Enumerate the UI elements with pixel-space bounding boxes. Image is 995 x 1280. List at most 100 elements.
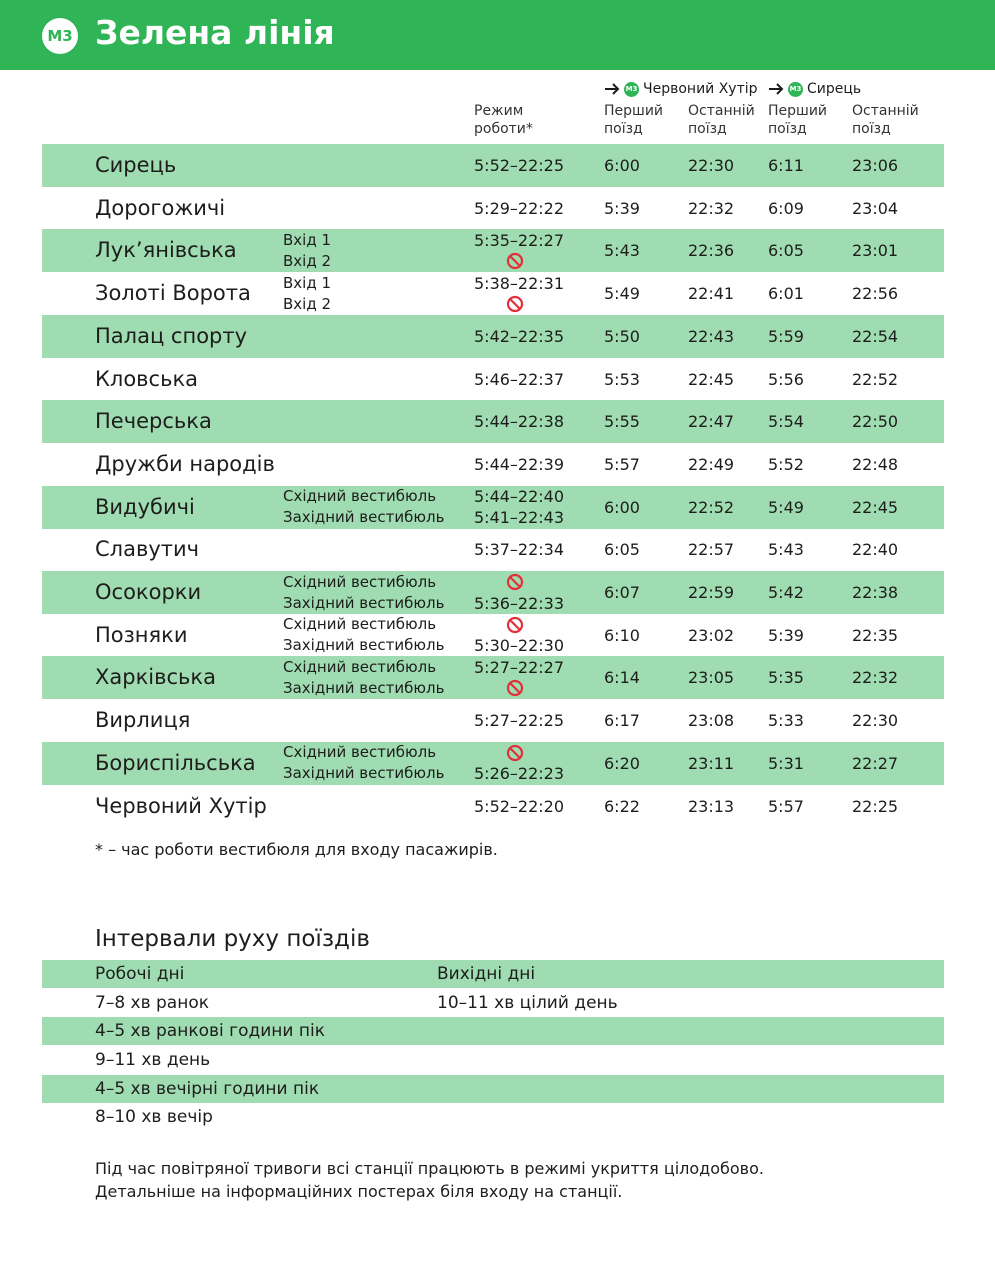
direction-name: Сирець (807, 81, 862, 97)
train-time: 5:56 (768, 369, 804, 389)
intervals-heading: Вихідні дні (437, 964, 536, 984)
station-row: Лук’янівська Вхід 1 Вхід 2 5:35–22:27 5:43 22… (42, 229, 944, 273)
last-train-label: Останній поїзд (852, 103, 919, 137)
interval-text: 7–8 хв ранок (95, 992, 210, 1013)
footnote: * – час роботи вестибюля для входу пасаж… (95, 840, 498, 859)
closed-icon (506, 573, 524, 591)
hours-cell: 5:38–22:31 (474, 272, 564, 315)
entrance-label: Вхід 1 (283, 273, 332, 292)
hours-closed (474, 294, 564, 315)
train-time: 6:05 (604, 540, 640, 560)
train-time: 23:13 (688, 796, 735, 816)
hours-closed (474, 742, 564, 763)
train-time: 23:01 (852, 241, 899, 261)
hours: 5:36–22:33 (474, 593, 565, 613)
train-time: 23:02 (688, 625, 735, 645)
train-time: 6:05 (768, 241, 804, 261)
hours-cell: 5:44–22:38 (474, 400, 564, 443)
train-time: 23:11 (688, 753, 735, 773)
entrance-cell: Вхід 1 Вхід 2 (283, 272, 331, 315)
hours-cell: 5:29–22:22 (474, 187, 564, 230)
entrance-label: Східний вестибюль (283, 615, 437, 634)
arrow (769, 83, 784, 95)
station-name: Харківська (95, 665, 216, 690)
train-time: 22:52 (688, 497, 735, 517)
station-row: Золоті Ворота Вхід 1 Вхід 2 5:38–22:31 5:49 2… (42, 272, 944, 315)
train-time: 22:32 (852, 668, 899, 688)
hours-cell: 5:44–22:40 5:41–22:43 (474, 486, 564, 529)
first-train-label: Перший поїзд (768, 103, 828, 137)
train-time: 22:30 (852, 711, 899, 731)
station-row: Кловська 5:46–22:37 5:53 22:45 5:56 22:52 (42, 358, 944, 401)
train-time: 5:49 (604, 284, 640, 304)
train-time: 22:45 (688, 369, 735, 389)
hours: 5:27–22:27 (474, 657, 565, 677)
train-time: 5:54 (768, 412, 804, 432)
interval-row: 4–5 хв вечірні години пік (42, 1074, 944, 1103)
arrow (605, 83, 620, 95)
train-time: 5:57 (604, 454, 640, 474)
station-name: Дорогожичі (95, 195, 226, 220)
hours-cell: 5:26–22:23 (474, 742, 564, 785)
interval-text: 4–5 хв ранкові години пік (95, 1021, 325, 1042)
entrance-label: Західний вестибюль (283, 764, 445, 783)
closed-icon (506, 295, 524, 313)
station-row: Славутич 5:37–22:34 6:05 22:57 5:43 22:40 (42, 528, 944, 571)
train-time: 5:39 (768, 625, 804, 645)
closed-icon (506, 616, 524, 633)
train-time: 6:14 (604, 668, 640, 688)
entrance-label: Західний вестибюль (283, 593, 445, 612)
hours: 5:46–22:37 (474, 369, 565, 389)
train-time: 22:57 (688, 540, 735, 560)
header-bar: M3 Зелена лінія (0, 0, 995, 70)
train-time: 22:50 (852, 412, 899, 432)
train-time: 22:30 (688, 156, 735, 175)
station-row: Осокорки Східний вестибюль Західний вестиб… (42, 571, 944, 614)
station-name: Червоний Хутір (95, 793, 267, 818)
train-time: 23:08 (688, 711, 735, 731)
hours: 5:26–22:23 (474, 764, 565, 784)
intervals-header: Робочі дні Вихідні дні (42, 960, 944, 988)
hours: 5:42–22:35 (474, 326, 565, 346)
station-name: Видубичі (95, 494, 195, 519)
train-time: 6:07 (604, 583, 640, 602)
station-name: Кловська (95, 366, 199, 391)
interval-text: 9–11 хв день (95, 1049, 211, 1070)
hours: 5:35–22:27 (474, 230, 565, 250)
train-time: 22:43 (688, 326, 735, 346)
closed-icon (506, 744, 524, 761)
train-time: 6:22 (604, 796, 640, 816)
station-name: Славутич (95, 537, 200, 562)
train-time: 23:06 (852, 156, 899, 175)
station-row: Харківська Східний вестибюль Західний вест… (42, 656, 944, 700)
hours-cell: 5:27–22:27 (474, 656, 564, 699)
hours-closed (474, 678, 564, 699)
train-time: 22:49 (688, 454, 735, 474)
hours-cell: 5:30–22:30 (474, 614, 564, 657)
station-name: Бориспільська (95, 750, 256, 775)
interval-row: 8–10 хв вечір (42, 1103, 944, 1131)
hours: 5:37–22:34 (474, 540, 565, 560)
station-name: Печерська (95, 409, 212, 434)
interval-text: 4–5 хв вечірні години пік (95, 1078, 320, 1099)
hours-cell: 5:27–22:25 (474, 699, 564, 742)
hours: 5:29–22:22 (474, 198, 565, 218)
entrance-label: Західний вестибюль (283, 508, 445, 527)
train-time: 5:43 (768, 540, 804, 560)
entrance-cell: Східний вестибюль Західний вестибюль (283, 742, 444, 785)
station-name: Позняки (95, 622, 188, 647)
train-time: 22:40 (852, 540, 899, 560)
intervals-title: Інтервали руху поїздів (95, 926, 370, 952)
station-name: Вирлиця (95, 708, 191, 733)
train-time: 22:35 (852, 625, 899, 645)
entrance-label: Східний вестибюль (283, 487, 437, 506)
train-time: 22:45 (852, 497, 899, 517)
station-name: Золоті Ворота (95, 281, 251, 306)
station-name: Сирець (95, 153, 177, 177)
train-time: 22:59 (688, 583, 735, 602)
train-time: 6:17 (604, 711, 640, 731)
closed-icon (506, 680, 524, 697)
train-time: 5:31 (768, 753, 804, 773)
hours-cell: 5:46–22:37 (474, 358, 564, 401)
